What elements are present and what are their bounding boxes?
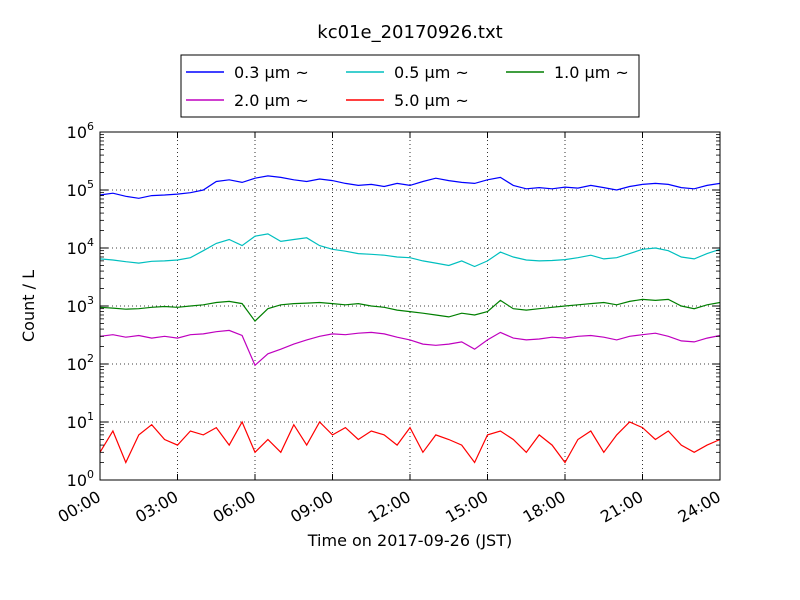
- legend: 0.3 μm ~ 0.5 μm ~ 1.0 μm ~ 2.0 μm ~ 5.0 μm ~: [180, 54, 640, 118]
- y-tick-label: 103: [67, 294, 94, 316]
- series-line: [99, 233, 721, 268]
- legend-label: 0.5 μm ~: [394, 63, 469, 82]
- y-tick-label: 105: [67, 178, 94, 200]
- legend-label: 2.0 μm ~: [234, 91, 309, 110]
- chart-title: kc01e_20170926.txt: [317, 22, 502, 43]
- x-axis-label: Time on 2017-09-26 (JST): [307, 531, 512, 550]
- y-tick-labels: 100 101 102 103 104 105 106: [67, 120, 94, 490]
- legend-label: 0.3 μm ~: [234, 63, 309, 82]
- series-line: [99, 298, 721, 323]
- legend-label: 5.0 μm ~: [394, 91, 469, 110]
- legend-label: 1.0 μm ~: [554, 63, 629, 82]
- tick-marks: [99, 131, 721, 481]
- series-line: [99, 329, 721, 367]
- y-tick-label: 102: [67, 352, 94, 374]
- legend-box: [180, 54, 640, 118]
- y-tick-label: 104: [67, 236, 94, 258]
- series-line: [99, 420, 721, 464]
- y-tick-label: 101: [67, 410, 94, 432]
- plot-series: [99, 175, 721, 464]
- y-tick-label: 106: [67, 120, 94, 142]
- y-axis-label: Count / L: [19, 270, 38, 342]
- y-tick-label: 100: [67, 468, 94, 490]
- series-line: [99, 175, 721, 199]
